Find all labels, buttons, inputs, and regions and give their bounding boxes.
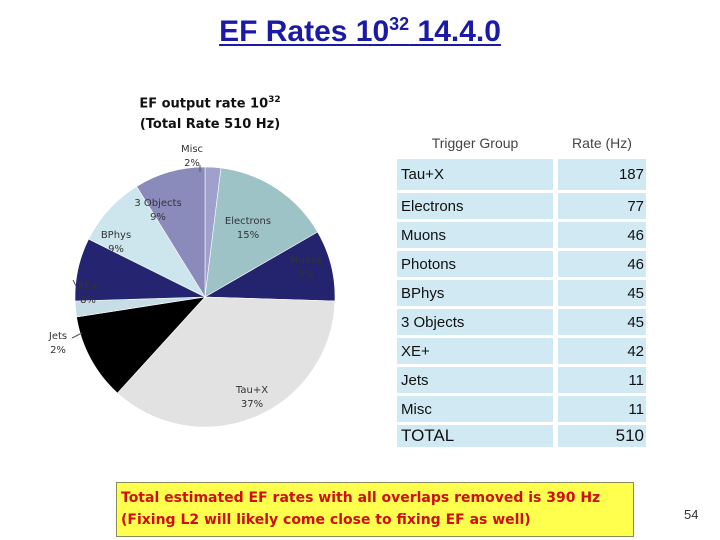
- cell-group: Tau+X: [397, 159, 553, 193]
- cell-rate: 45: [558, 280, 646, 309]
- cell-group: Photons: [397, 251, 553, 280]
- header-rate: Rate (Hz): [572, 134, 632, 151]
- note-line1: Total estimated EF rates with all overla…: [121, 490, 601, 506]
- note-line2: (Fixing L2 will likely come close to fix…: [121, 512, 531, 528]
- table-row: 3 Objects 45: [397, 309, 646, 338]
- table-row: XE+ 42: [397, 338, 646, 367]
- slide-title: EF Rates 1032 14.4.0: [0, 14, 720, 49]
- pie-label-xe: XE+ 8%: [77, 281, 99, 306]
- table-row: Tau+X 187: [397, 159, 646, 193]
- chart-title: EF output rate 1032 (Total Rate 510 Hz): [110, 90, 310, 135]
- pie-chart: Misc 2% Electrons 15% Muons 9% Tau+X 37% Jets 2% X…: [48, 144, 336, 428]
- note-box: Total estimated EF rates with all overla…: [116, 482, 634, 537]
- table-row: Jets 11: [397, 367, 646, 396]
- cell-rate: 11: [558, 367, 646, 396]
- cell-rate: 77: [558, 193, 646, 222]
- cell-group: XE+: [397, 338, 553, 367]
- page-number: 54: [684, 507, 699, 522]
- chart-title-line2: (Total Rate 510 Hz): [139, 117, 281, 133]
- pie-label-jets: Jets 2%: [48, 331, 67, 356]
- slide-title-main: EF Rates 10: [219, 15, 390, 48]
- cell-group: Misc: [397, 396, 553, 425]
- cell-rate: 46: [558, 222, 646, 251]
- pie-label-3-objects: 3 Objects 9%: [134, 198, 181, 223]
- slide-title-tail: 14.4.0: [409, 15, 501, 48]
- cell-group: TOTAL: [397, 425, 553, 447]
- cell-rate: 46: [558, 251, 646, 280]
- slide-title-exponent: 32: [389, 14, 410, 34]
- rate-table: Trigger Group Rate (Hz) Tau+X 187 Electro…: [397, 126, 646, 447]
- pie-label-electrons: Electrons 15%: [225, 216, 271, 241]
- cell-group: BPhys: [397, 280, 553, 309]
- leader-line: [71, 332, 83, 339]
- chart-title-line1: EF output rate 1032: [110, 90, 310, 114]
- cell-rate: 510: [558, 425, 646, 447]
- table-row: Misc 11: [397, 396, 646, 425]
- table-row: Electrons 77: [397, 193, 646, 222]
- pie-slice-3-objects-8: [136, 166, 206, 299]
- pie-slice-jets-4: [76, 296, 206, 394]
- pie-label-tau-x: Tau+X 37%: [235, 385, 268, 410]
- pie-label-bphys: BPhys 9%: [101, 230, 131, 255]
- pie-slice-electrons-1: [204, 167, 318, 298]
- cell-group: Muons: [397, 222, 553, 251]
- table-row-total: TOTAL 510: [397, 425, 646, 447]
- cell-group: Jets: [397, 367, 553, 396]
- header-trigger-group: Trigger Group: [431, 134, 519, 151]
- pie-label-muons: Muons 9%: [290, 255, 323, 280]
- table-row: Photons 46: [397, 251, 646, 280]
- cell-group: 3 Objects: [397, 309, 553, 338]
- cell-rate: 45: [558, 309, 646, 338]
- leader-line: [72, 279, 77, 287]
- cell-group: Electrons: [397, 193, 553, 222]
- pie-label-misc: Misc 2%: [181, 144, 203, 169]
- cell-rate: 187: [558, 159, 646, 193]
- chart-title-line1-main: EF output rate 10: [139, 96, 269, 112]
- cell-rate: 11: [558, 396, 646, 425]
- chart-title-line1-exponent: 32: [268, 95, 281, 105]
- table-row: BPhys 45: [397, 280, 646, 309]
- cell-rate: 42: [558, 338, 646, 367]
- pie-slice-tau-x-3: [116, 296, 336, 428]
- table-row: Muons 46: [397, 222, 646, 251]
